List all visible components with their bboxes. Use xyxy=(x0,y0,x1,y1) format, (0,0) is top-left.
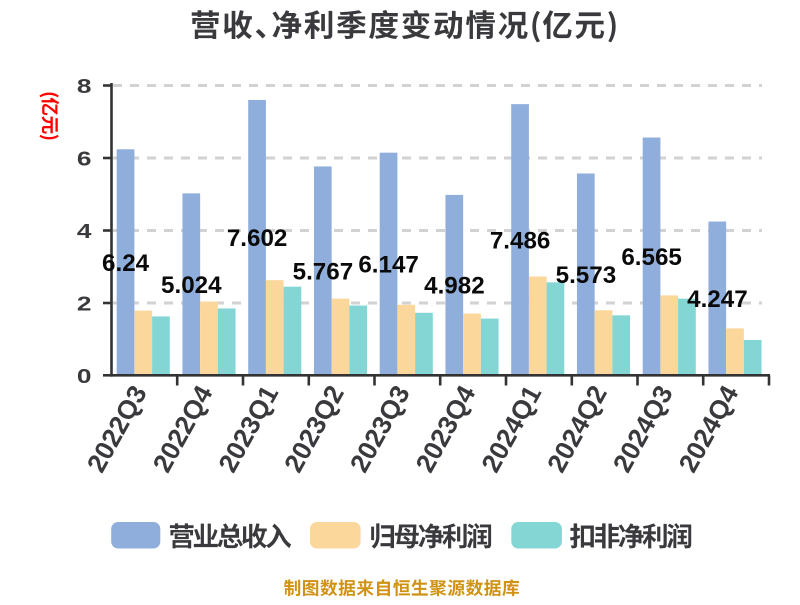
svg-text:0: 0 xyxy=(77,365,92,388)
svg-text:7.486: 7.486 xyxy=(490,227,551,254)
svg-text:6.565: 6.565 xyxy=(621,244,682,271)
svg-text:4.247: 4.247 xyxy=(687,286,748,313)
svg-text:7.602: 7.602 xyxy=(227,225,288,252)
svg-text:6.24: 6.24 xyxy=(102,250,150,277)
svg-text:4: 4 xyxy=(77,220,92,243)
svg-text:2: 2 xyxy=(77,292,92,315)
svg-text:8: 8 xyxy=(77,75,92,98)
svg-text:5.573: 5.573 xyxy=(556,262,617,289)
svg-text:5.024: 5.024 xyxy=(161,272,222,299)
svg-text:6.147: 6.147 xyxy=(358,252,419,279)
svg-text:6: 6 xyxy=(77,147,92,170)
svg-text:5.767: 5.767 xyxy=(293,259,354,286)
svg-text:4.982: 4.982 xyxy=(424,273,485,300)
